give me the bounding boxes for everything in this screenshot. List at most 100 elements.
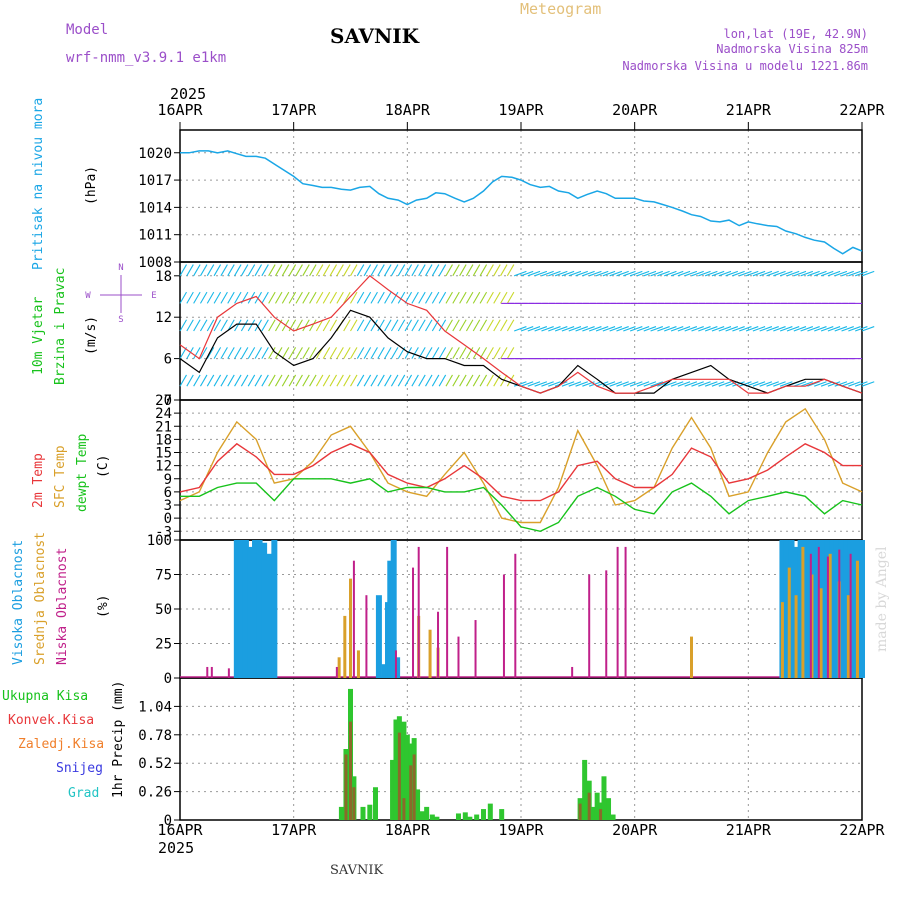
wind-arrow (548, 270, 561, 277)
wind-arrow (425, 374, 433, 387)
wind-arrow (247, 347, 256, 359)
y-tick-label: 0 (164, 393, 172, 409)
wind-arrow (302, 374, 310, 387)
wind-ylabel-1: 10m Vjetar (31, 297, 46, 375)
wind-arrow (397, 374, 406, 387)
wind-arrow (534, 381, 548, 387)
wind-arrow (861, 270, 875, 277)
wind-arrow (377, 347, 385, 359)
wind-arrow (718, 381, 732, 387)
wind-arrow (854, 381, 868, 387)
precip-bar-total (390, 759, 396, 820)
cloud-bar-low (437, 611, 440, 678)
wind-arrow (745, 270, 759, 277)
wind-arrow (254, 347, 262, 359)
wind-arrow (827, 381, 841, 387)
compass-west: W (85, 291, 91, 301)
wind-arrow (343, 319, 351, 332)
wind-arrow (431, 291, 440, 304)
cloud-bar-high (261, 542, 268, 678)
precip-bar-total (419, 811, 425, 820)
wind-arrow (486, 319, 494, 332)
wind-arrow (356, 347, 365, 359)
wind-arrow (636, 270, 650, 277)
wind-arrow (363, 374, 372, 387)
y-tick-label: 15 (155, 446, 172, 462)
wind-arrow (281, 264, 290, 277)
wind-arrow (479, 319, 488, 332)
wind-arrow (670, 270, 684, 277)
wind-arrow (288, 347, 297, 359)
wind-arrow (752, 326, 766, 332)
cloud-bar-low (210, 666, 213, 678)
wind-arrow (295, 291, 303, 304)
wind-arrow (350, 264, 358, 277)
wind-arrow (247, 374, 256, 387)
wind-arrow (554, 326, 568, 332)
wind-arrow (493, 374, 501, 387)
wind-arrow (275, 347, 283, 359)
wind-arrow (465, 319, 474, 332)
wind-arrow (623, 270, 636, 277)
cloud-bar-low (474, 620, 477, 678)
wind-arrow (520, 270, 534, 277)
wind-arrow (820, 326, 834, 332)
wind-arrow (213, 347, 222, 359)
y-tick-label: 27 (155, 393, 172, 409)
y-tick-label: 25 (155, 637, 172, 653)
precip-bar-conv (409, 765, 413, 820)
cloud-bar-high (811, 540, 818, 678)
wind-arrow (384, 264, 392, 277)
wind-arrow (793, 381, 807, 387)
wind-arrow (773, 270, 786, 277)
y-tick-label: 1014 (138, 200, 172, 216)
wind-arrow (199, 264, 208, 277)
wind-arrow (295, 319, 303, 332)
legend-total: Ukupna Kisa (2, 689, 88, 704)
precip-bar-total (367, 804, 373, 820)
wind-arrow (698, 326, 711, 332)
y-tick-label: 0.52 (138, 756, 172, 772)
precip-bar-total (404, 734, 410, 820)
wind-arrow (479, 291, 488, 304)
wind-arrow (322, 374, 331, 387)
wind-arrow (800, 326, 814, 332)
precip-bar-conv (578, 803, 582, 820)
precip-bar-total (594, 792, 600, 820)
wind-arrow (520, 326, 534, 332)
wind-arrow (786, 270, 800, 277)
wind-arrow (322, 347, 331, 359)
wind-arrow (643, 270, 657, 277)
wind-arrow (438, 374, 447, 387)
wind-arrow (240, 319, 249, 332)
wind-arrow (234, 347, 242, 359)
y-tick-label: 0.78 (138, 728, 172, 744)
wind-arrow (472, 291, 481, 304)
wind-arrow (732, 270, 745, 277)
cloud-bar-high (802, 540, 809, 678)
wind-arrow (377, 291, 385, 304)
wind-arrow (438, 319, 447, 332)
wind-arrow (677, 381, 691, 387)
wind-arrow (827, 326, 841, 332)
wind-arrow (377, 319, 385, 332)
wind-arrow (472, 264, 481, 277)
wind-arrow (404, 347, 413, 359)
wind-arrow (814, 326, 827, 332)
wind-arrow (425, 291, 433, 304)
wind-arrow (329, 374, 338, 387)
y-tick-label: 1008 (138, 255, 172, 271)
wind-arrow (623, 326, 636, 332)
wind-arrow (363, 319, 372, 332)
wind-arrow (506, 347, 515, 359)
wind-arrow (390, 374, 399, 387)
wind-arrow (240, 264, 249, 277)
cloud-bar-low (365, 595, 368, 678)
legend-conv: Konvek.Kisa (8, 713, 94, 728)
cloud-bar-mid (349, 578, 352, 678)
precip-bar-conv (397, 732, 401, 820)
wind-arrow (513, 326, 527, 332)
wind-arrow (431, 319, 440, 332)
wind-arrow (807, 381, 820, 387)
